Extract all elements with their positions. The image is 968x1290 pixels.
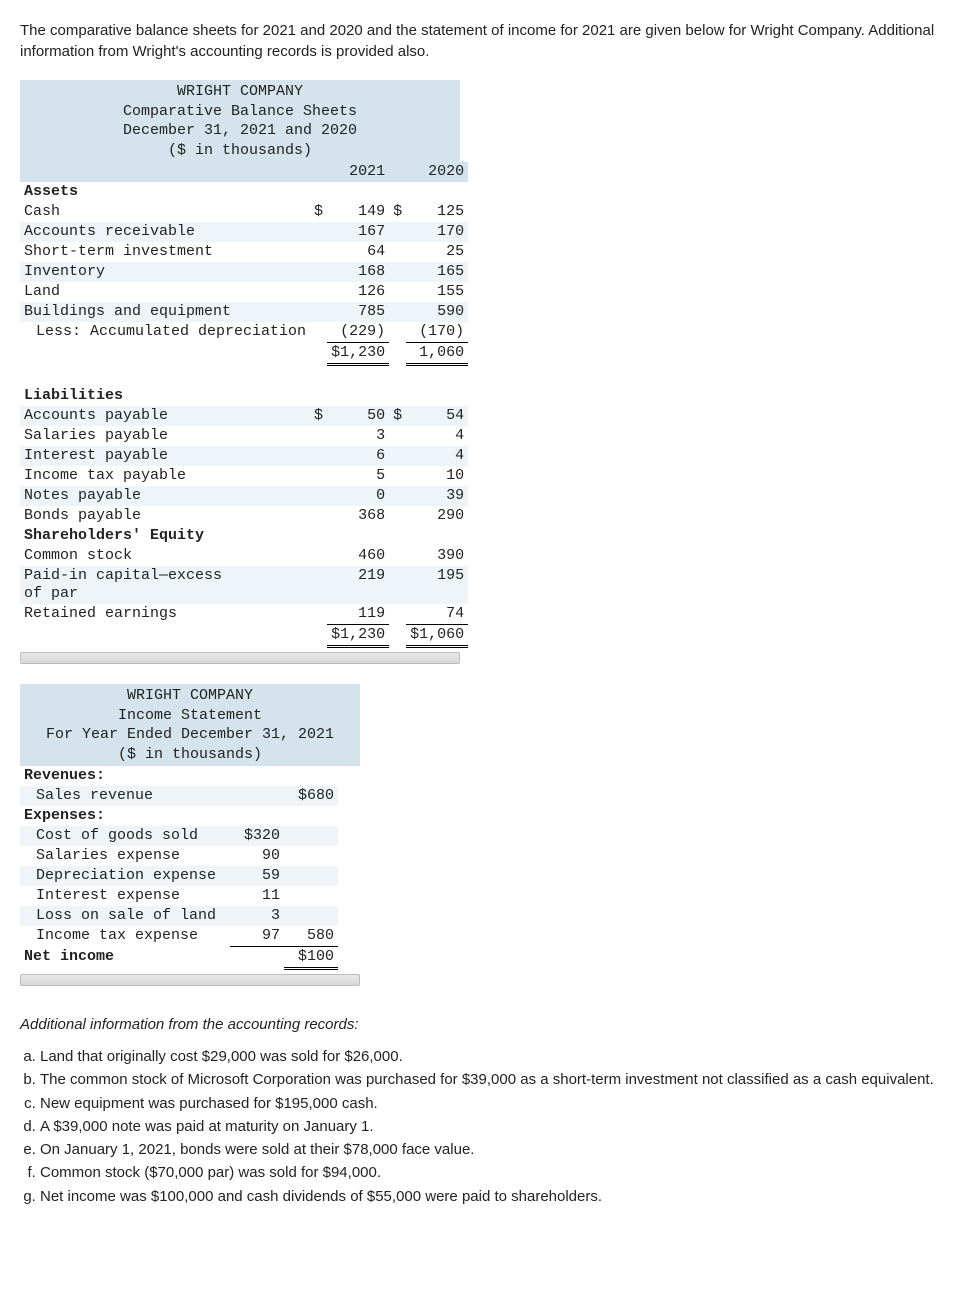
table-row: Interest payable64 bbox=[20, 446, 468, 466]
bs-company: WRIGHT COMPANY bbox=[20, 82, 460, 102]
bs-unit: ($ in thousands) bbox=[20, 141, 460, 161]
table-row: Interest expense11 bbox=[20, 886, 338, 906]
table-row: Land126155 bbox=[20, 282, 468, 302]
table-row: Expenses: bbox=[20, 806, 338, 826]
assets-total: $1,2301,060 bbox=[20, 343, 468, 365]
table-row: Common stock460390 bbox=[20, 546, 468, 566]
note-item: Net income was $100,000 and cash dividen… bbox=[40, 1187, 948, 1207]
note-item: Common stock ($70,000 par) was sold for … bbox=[40, 1163, 948, 1183]
table-row: Cash$149$125 bbox=[20, 202, 468, 222]
bs-title: Comparative Balance Sheets bbox=[20, 102, 460, 122]
balance-sheet: WRIGHT COMPANY Comparative Balance Sheet… bbox=[20, 80, 460, 664]
table-row: Inventory168165 bbox=[20, 262, 468, 282]
table-row: Notes payable039 bbox=[20, 486, 468, 506]
table-row: Less: Accumulated depreciation(229)(170) bbox=[20, 322, 468, 343]
table-row: Loss on sale of land3 bbox=[20, 906, 338, 926]
scrollbar[interactable] bbox=[20, 652, 460, 664]
scrollbar[interactable] bbox=[20, 974, 360, 986]
col-2021: 2021 bbox=[327, 162, 389, 182]
table-row: Depreciation expense59 bbox=[20, 866, 338, 886]
table-row: Buildings and equipment785590 bbox=[20, 302, 468, 322]
notes-list: Land that originally cost $29,000 was so… bbox=[20, 1047, 948, 1207]
table-row: Salaries payable34 bbox=[20, 426, 468, 446]
is-unit: ($ in thousands) bbox=[20, 745, 360, 765]
is-title: Income Statement bbox=[20, 706, 360, 726]
table-row: Short-term investment6425 bbox=[20, 242, 468, 262]
liabilities-header: Liabilities bbox=[20, 386, 468, 406]
note-item: On January 1, 2021, bonds were sold at t… bbox=[40, 1140, 948, 1160]
intro-text: The comparative balance sheets for 2021 … bbox=[20, 20, 948, 62]
note-item: The common stock of Microsoft Corporatio… bbox=[40, 1070, 948, 1090]
income-statement: WRIGHT COMPANY Income Statement For Year… bbox=[20, 684, 360, 986]
table-row: Accounts receivable167170 bbox=[20, 222, 468, 242]
table-row: Paid-in capital—excess of par219195 bbox=[20, 566, 468, 604]
assets-header: Assets bbox=[20, 182, 468, 202]
is-date: For Year Ended December 31, 2021 bbox=[20, 725, 360, 745]
note-item: Land that originally cost $29,000 was so… bbox=[40, 1047, 948, 1067]
net-income-row: Net income$100 bbox=[20, 947, 338, 969]
liab-equity-total: $1,230$1,060 bbox=[20, 625, 468, 647]
additional-info-header: Additional information from the accounti… bbox=[20, 1016, 948, 1033]
table-row: Accounts payable$50$54 bbox=[20, 406, 468, 426]
table-row: Income tax payable510 bbox=[20, 466, 468, 486]
table-row: Revenues: bbox=[20, 766, 338, 786]
col-2020: 2020 bbox=[406, 162, 468, 182]
bs-date: December 31, 2021 and 2020 bbox=[20, 121, 460, 141]
table-row: Retained earnings11974 bbox=[20, 604, 468, 625]
table-row: Income tax expense97580 bbox=[20, 926, 338, 947]
is-company: WRIGHT COMPANY bbox=[20, 686, 360, 706]
table-row: Salaries expense90 bbox=[20, 846, 338, 866]
note-item: A $39,000 note was paid at maturity on J… bbox=[40, 1117, 948, 1137]
sales-row: Sales revenue$680 bbox=[20, 786, 338, 806]
note-item: New equipment was purchased for $195,000… bbox=[40, 1094, 948, 1114]
table-row: Cost of goods sold$320 bbox=[20, 826, 338, 846]
equity-header: Shareholders' Equity bbox=[20, 526, 468, 546]
table-row: Bonds payable368290 bbox=[20, 506, 468, 526]
